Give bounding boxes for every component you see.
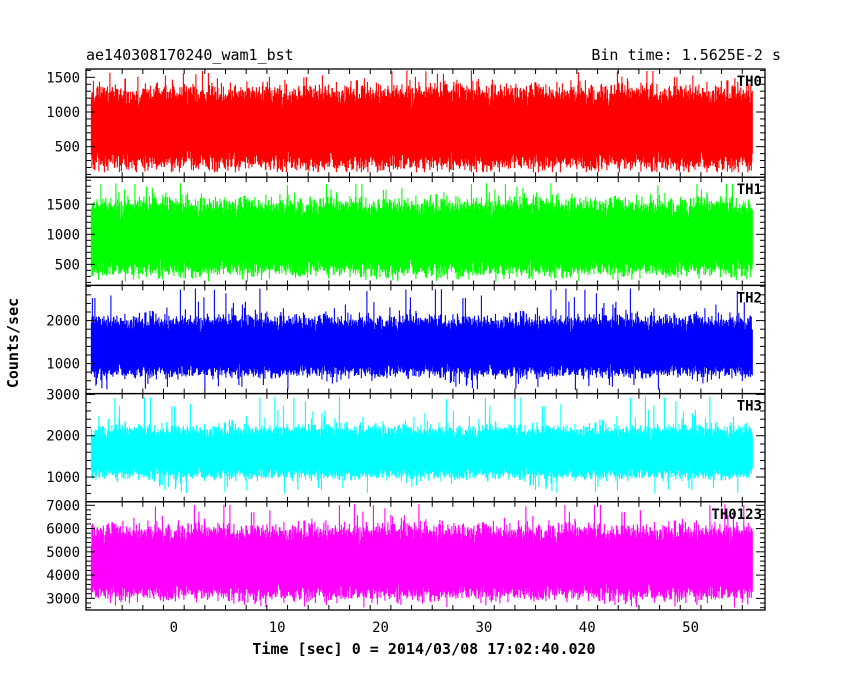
chart-title-right: Bin time: 1.5625E-2 s	[591, 46, 781, 64]
panel-label-th0123: TH0123	[711, 507, 762, 523]
series-line-th0123	[90, 504, 753, 608]
panel-th1: 500 1000 1500 TH1	[46, 176, 766, 287]
y-tick-label: 7000	[46, 498, 80, 514]
series-line-th0	[90, 70, 753, 173]
x-tick-label: 50	[682, 620, 699, 636]
y-tick-label: 500	[55, 257, 80, 273]
series-line-th2	[90, 288, 753, 390]
x-tick-label: 0	[170, 620, 178, 636]
panel-label-th0: TH0	[737, 74, 762, 90]
y-tick-label: 500	[55, 140, 80, 156]
y-tick-label: 6000	[46, 522, 80, 538]
y-tick-label: 1000	[46, 105, 80, 121]
series-line-th1	[90, 183, 753, 282]
panel-label-th3: TH3	[737, 399, 762, 415]
y-tick-label: 1000	[46, 470, 80, 486]
y-tick-label: 1000	[46, 227, 80, 243]
y-tick-label: 2000	[46, 429, 80, 445]
chart-title-left: ae140308170240_wam1_bst	[86, 46, 294, 64]
panel-frame	[85, 501, 766, 611]
y-tick-label: 1500	[46, 197, 80, 213]
x-tick-label: 20	[372, 620, 389, 636]
y-tick-label: 5000	[46, 545, 80, 561]
panel-th0123: 3000 4000 5000 6000 7000 TH0123	[46, 498, 766, 611]
panel-th3: 1000 2000 3000 TH3	[46, 387, 766, 503]
x-tick-label: 30	[475, 620, 492, 636]
panel-label-th2: TH2	[737, 290, 762, 306]
y-tick-label: 1500	[46, 70, 80, 86]
x-axis: 0 10 20 30 40 50	[170, 620, 699, 636]
y-tick-label: 3000	[46, 387, 80, 403]
panel-label-th1: TH1	[737, 182, 762, 198]
x-axis-label: Time [sec] 0 = 2014/03/08 17:02:40.020	[252, 640, 595, 658]
y-tick-label: 2000	[46, 314, 80, 330]
y-tick-label: 4000	[46, 568, 80, 584]
panel-th0: 500 1000 1500 TH0	[46, 68, 766, 178]
x-tick-label: 10	[269, 620, 286, 636]
y-tick-label: 3000	[46, 591, 80, 607]
x-tick-label: 40	[579, 620, 596, 636]
panel-th2: 1000 2000 TH2	[46, 284, 766, 395]
y-axis-label: Counts/sec	[4, 298, 22, 388]
y-tick-label: 1000	[46, 357, 80, 373]
series-line-th3	[90, 396, 753, 494]
